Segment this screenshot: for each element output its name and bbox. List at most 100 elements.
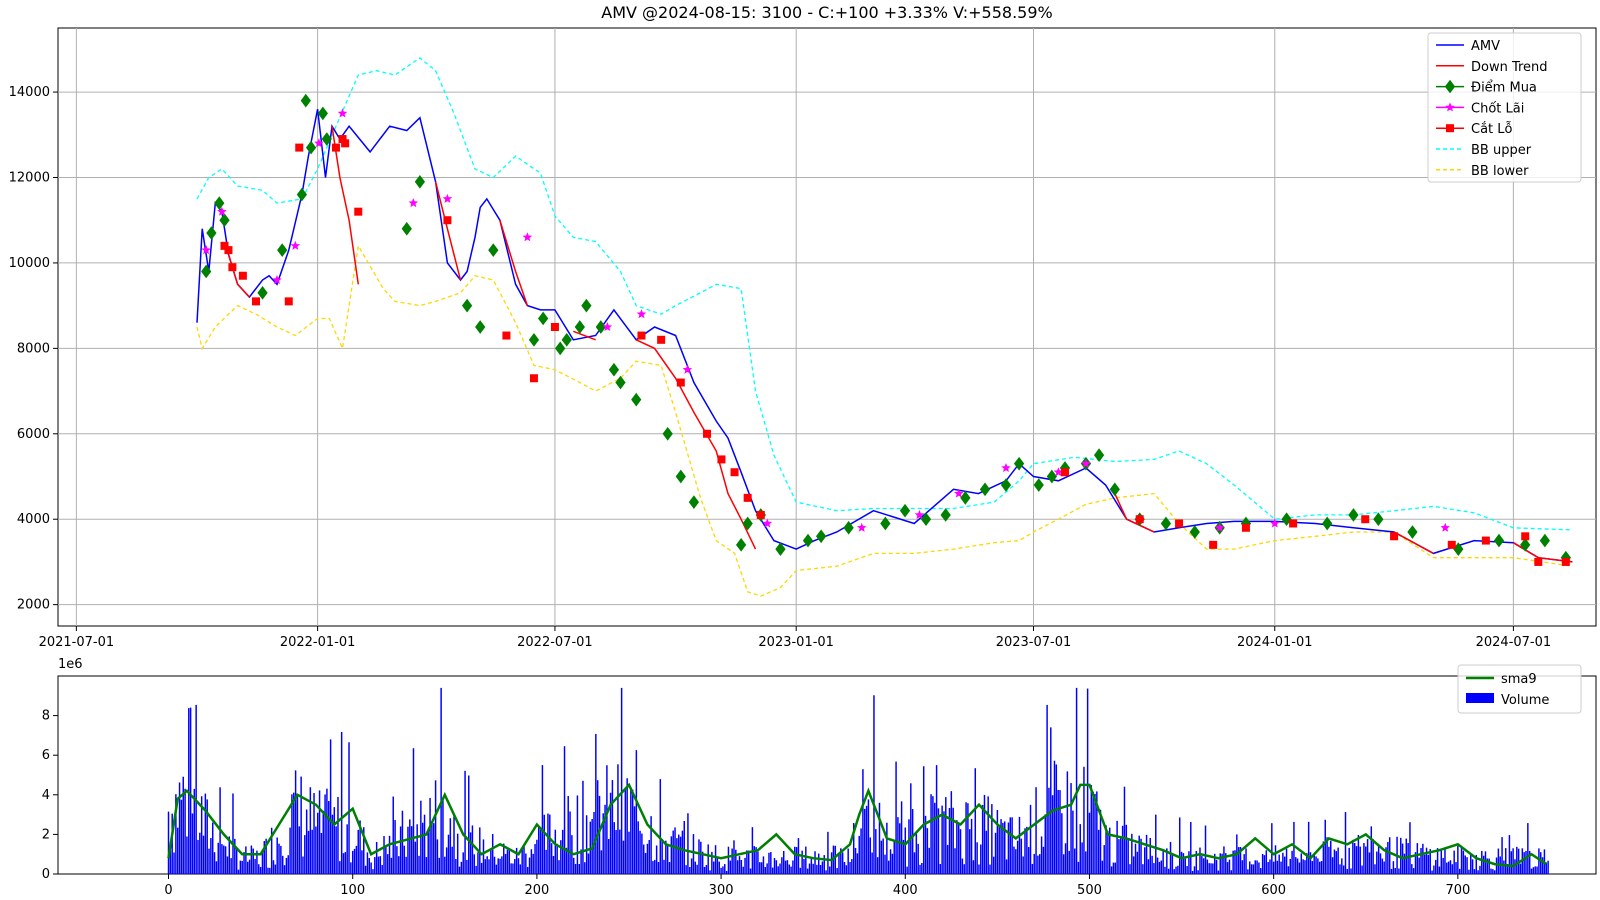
volume-bar	[928, 847, 930, 874]
volume-bar	[1331, 857, 1334, 874]
stop-loss-marker	[331, 143, 340, 152]
volume-bar	[1317, 858, 1319, 874]
volume-bar	[1376, 851, 1378, 874]
volume-bar	[957, 822, 960, 874]
volume-bar	[1027, 847, 1030, 874]
volume-bar	[368, 858, 371, 874]
volume-bar	[1547, 860, 1549, 874]
volume-bar	[304, 835, 306, 874]
volume-bar	[875, 829, 877, 874]
take-profit-marker	[522, 232, 533, 242]
volume-bar	[1086, 688, 1089, 874]
volume-bar	[442, 800, 444, 874]
volume-bar	[1407, 843, 1409, 874]
volume-bar	[1158, 861, 1161, 874]
volume-bar	[403, 845, 406, 874]
volume-bar	[978, 864, 980, 874]
stop-loss-marker	[1481, 536, 1490, 545]
volume-bar	[1213, 853, 1216, 874]
volume-bar	[834, 845, 837, 874]
volume-bar	[910, 783, 912, 874]
volume-bar	[1429, 849, 1431, 874]
volume-bar	[722, 866, 724, 874]
volume-bar	[919, 864, 921, 874]
take-profit-marker	[201, 245, 211, 255]
volume-bar	[197, 839, 199, 874]
volume-bar	[676, 838, 678, 874]
volume-bar	[532, 853, 534, 874]
volume-bar	[363, 827, 365, 874]
volume-bar	[1466, 857, 1468, 874]
buy-marker	[1046, 469, 1057, 484]
buy-marker	[300, 93, 311, 108]
buy-marker	[305, 140, 317, 155]
volume-bar	[757, 851, 759, 874]
volume-bar	[1007, 822, 1010, 874]
volume-bar	[582, 780, 584, 874]
volume-bar	[1387, 841, 1389, 874]
buy-marker	[561, 332, 572, 347]
volume-bar	[729, 860, 732, 874]
volume-bar	[1077, 861, 1080, 874]
volume-bar	[477, 852, 479, 874]
volume-bar	[1458, 868, 1461, 874]
volume-bar	[1482, 855, 1485, 874]
volume-bar	[1217, 870, 1220, 874]
volume-bar	[1457, 845, 1459, 874]
bb-upper-line	[196, 57, 1573, 531]
volume-bar	[1444, 849, 1446, 874]
volume-bar	[556, 843, 558, 874]
volume-bar	[490, 848, 492, 874]
volume-bar	[1210, 863, 1212, 874]
volume-bar	[1267, 862, 1269, 874]
volume-bar	[1064, 843, 1067, 874]
volume-bar	[200, 796, 203, 874]
down-trend-line	[499, 219, 529, 306]
volume-bar	[517, 858, 520, 874]
volume-bar	[469, 832, 472, 874]
volume-x-tick-label: 0	[164, 883, 172, 898]
volume-bar	[1411, 864, 1413, 874]
volume-bar	[683, 820, 685, 874]
stop-loss-marker	[657, 335, 666, 344]
volume-bar	[1388, 837, 1391, 874]
volume-bar	[1326, 837, 1328, 874]
stop-loss-marker	[1209, 540, 1218, 549]
volume-bar	[1075, 687, 1078, 874]
volume-bar	[1072, 810, 1074, 874]
volume-bar	[622, 840, 625, 874]
stop-loss-marker	[220, 241, 229, 250]
volume-legend-label: sma9	[1501, 672, 1537, 687]
volume-bar	[572, 857, 575, 874]
volume-bar	[700, 841, 702, 874]
volume-bar	[1359, 846, 1361, 874]
price-legend-label: BB lower	[1471, 164, 1529, 179]
volume-x-tick-label: 500	[1077, 883, 1102, 898]
volume-bar	[1029, 804, 1032, 874]
volume-plot-frame	[57, 675, 1597, 875]
volume-bar	[199, 832, 201, 874]
volume-bar	[1484, 851, 1487, 874]
volume-bar	[1368, 852, 1371, 874]
volume-bar	[1392, 861, 1395, 874]
volume-bar	[1083, 766, 1085, 874]
volume-bar	[967, 803, 969, 874]
down-trend-line	[331, 126, 360, 285]
volume-bar	[718, 861, 720, 874]
volume-bar	[948, 807, 951, 874]
volume-bar	[1307, 821, 1310, 874]
volume-bar	[865, 805, 868, 874]
volume-bar	[541, 765, 544, 874]
buy-marker	[201, 264, 212, 279]
volume-bar	[827, 831, 829, 874]
volume-bar	[455, 858, 457, 874]
volume-bar	[1107, 831, 1109, 874]
volume-bar	[1177, 865, 1179, 874]
volume-bar	[637, 821, 639, 874]
volume-bar	[1225, 853, 1227, 874]
volume-bar	[315, 826, 317, 874]
volume-bar	[552, 856, 555, 874]
volume-bar	[631, 789, 634, 874]
volume-bar	[1300, 853, 1303, 874]
volume-bar	[1514, 859, 1516, 874]
